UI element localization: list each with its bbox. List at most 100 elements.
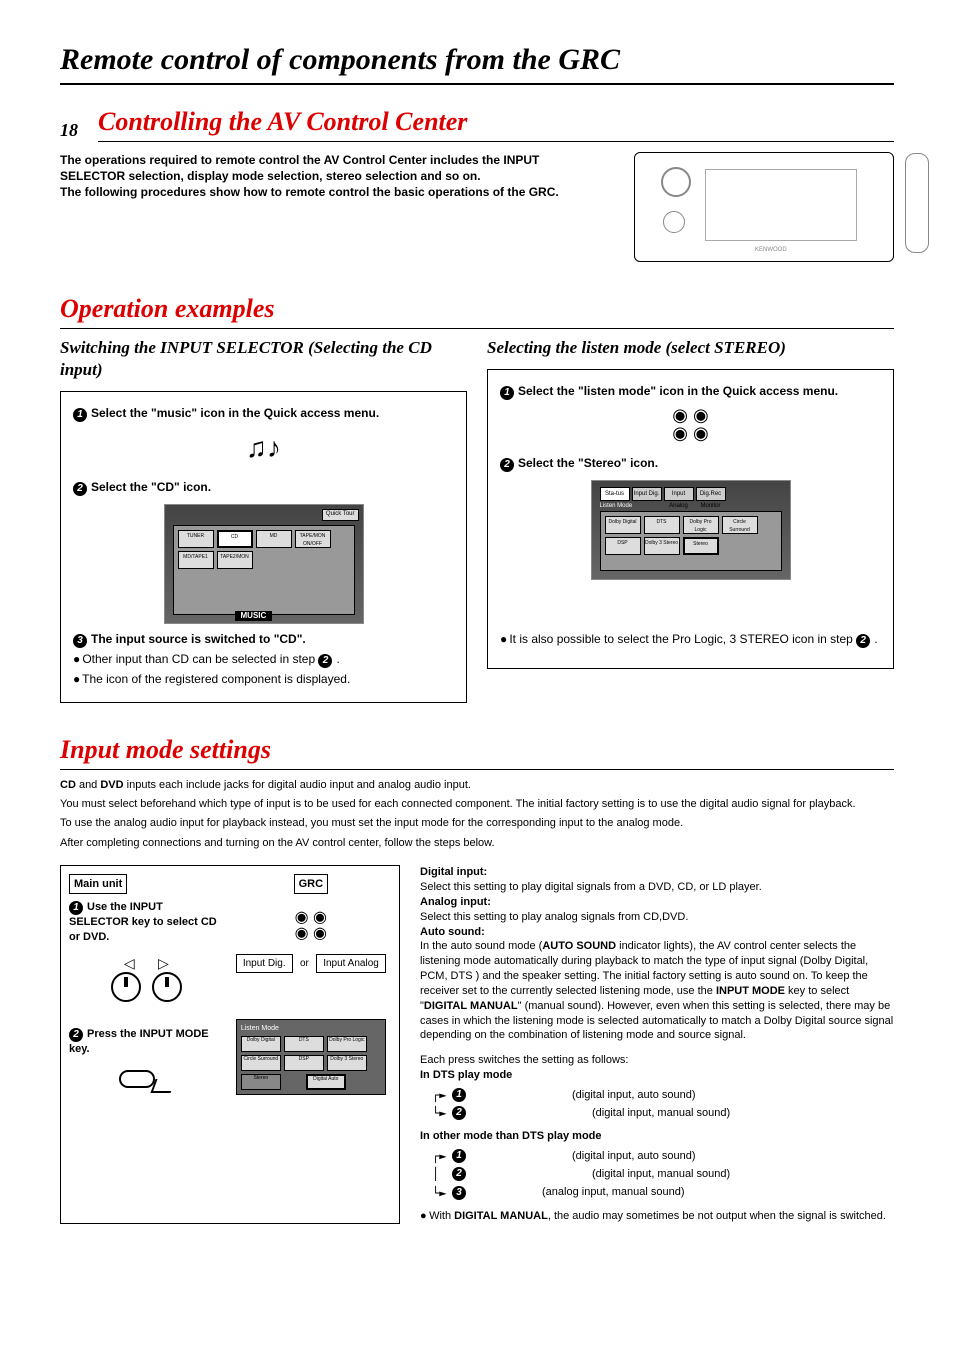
step-marker-2-icon: 2 [73,482,87,496]
digital-body: Select this setting to play digital sign… [420,880,894,895]
left-step3: The input source is switched to "CD". [91,632,306,646]
as-b: AUTO SOUND [542,940,616,952]
lb-circle: Circle Surround [241,1055,281,1071]
seq-2-icon: 2 [452,1106,466,1120]
switch-line: Each press switches the setting as follo… [420,1053,894,1068]
step-marker-1-icon: 1 [69,901,83,915]
li-prologic: Dolby Pro Logic [683,516,719,534]
lb-3stereo: Dolby 3 Stereo [327,1055,367,1071]
bullet-icon: ● [73,672,79,688]
lb-prologic: Dolby Pro Logic [327,1036,367,1052]
left-step-box: 1 Select the "music" icon in the Quick ac… [60,391,467,703]
device-illustration: KENWOOD [634,152,894,262]
seq-1-icon: 1 [452,1149,466,1163]
right-subheading: Selecting the listen mode (select STEREO… [487,337,894,359]
music-menu-image: Quick Tour TUNER CD MD TAPE/MON ON/OFF M… [164,504,364,624]
grc-label: GRC [294,874,328,894]
seq-1-icon: 1 [452,1088,466,1102]
knob-diagram: ◁ ▷ [69,954,224,1007]
digital-title: Digital input: [420,866,487,878]
para4: After completing connections and turning… [60,836,894,851]
key-diagram [69,1070,224,1093]
right-step-box: 1Select the "listen mode" icon in the Qu… [487,369,894,669]
step-marker-3-icon: 3 [73,634,87,648]
final-a: With [429,1210,454,1222]
step-marker-1-icon: 1 [500,386,514,400]
tree-icon: ┌► [432,1148,446,1164]
device-knob-icon [663,211,685,233]
key-icon [119,1070,155,1088]
para1-b: and [76,779,100,791]
lb-digital-auto: Digital Auto [306,1074,346,1090]
or-label: or [300,958,309,969]
bullet-icon: ● [500,632,506,648]
bullet-icon: ● [73,652,79,668]
menu-md: MD [256,530,292,548]
inline-marker-2-icon: 2 [318,654,332,668]
right-description: Digital input: Select this setting to pl… [420,865,894,1223]
section-1-intro: The operations required to remote contro… [60,152,604,262]
li-dolby-digital: Dolby Digital [605,516,641,534]
listen-panel-title: Listen Mode [600,503,633,511]
as-f: DIGITAL MANUAL [424,1000,518,1012]
page-number: 18 [60,119,78,142]
bullet-icon: ● [420,1209,426,1224]
lb-step1: Use the INPUT SELECTOR key to select CD … [69,901,217,942]
para2: You must select beforehand which type of… [60,797,894,812]
knob-icon [111,972,141,1002]
menu-cd: CD [217,530,253,548]
o-2: (digital input, manual sound) [592,1167,730,1182]
tab-dig-rec: Dig.Rec Monitor [696,487,726,501]
key-stem-icon [151,1079,176,1093]
left-subheading: Switching the INPUT SELECTOR (Selecting … [60,337,467,381]
dts-mode-title: In DTS play mode [420,1068,894,1083]
para1-d: inputs each include jacks for digital au… [124,779,471,791]
section-3-heading: Input mode settings [60,733,894,770]
dts-2: (digital input, manual sound) [592,1106,730,1121]
remote-illustration [905,153,929,253]
lb-dsp: DSP [284,1055,324,1071]
o-1: (digital input, auto sound) [572,1149,696,1164]
lb-dts: DTS [284,1036,324,1052]
para3: To use the analog audio input for playba… [60,816,894,831]
left-arrow-icon: ◁ [124,955,135,971]
inline-marker-2-icon: 2 [856,634,870,648]
input-dig-btn: Input Dig. [236,954,293,973]
grc-diagram: ◉ ◉◉ ◉ Input Dig. or Input Analog [234,910,389,973]
tree-icon: └► [432,1185,446,1201]
left-note1: Other input than CD can be selected in s… [82,652,318,666]
li-3stereo: Dolby 3 Stereo [644,537,680,555]
listen-box: Listen Mode Dolby Digital DTS Dolby Pro … [236,1019,386,1094]
input-analog-btn: Input Analog [316,954,386,973]
grc-dots-icon: ◉ ◉◉ ◉ [234,910,389,942]
listen-box-title: Listen Mode [241,1024,381,1033]
left-control-box: Main unit 1Use the INPUT SELECTOR key to… [60,865,400,1223]
li-stereo: Stereo [683,537,719,555]
final-c: , the audio may sometimes be not output … [548,1210,886,1222]
auto-title: Auto sound: [420,926,485,938]
left-step1: Select the "music" icon in the Quick acc… [91,406,379,420]
menu-tape2mon: TAPE2/MON [217,551,253,569]
menu-mdtape1: MD/TAPE1 [178,551,214,569]
lb-stereo: Stereo [241,1074,281,1090]
step-marker-2-icon: 2 [500,458,514,472]
right-step2: Select the "Stereo" icon. [518,456,658,470]
other-mode-title: In other mode than DTS play mode [420,1129,894,1144]
knob-icon [152,972,182,1002]
section-2-heading: Operation examples [60,292,894,329]
tab-input-analog: Input Analog [664,487,694,501]
para1-cd: CD [60,779,76,791]
li-circle: Circle Surround [722,516,758,534]
analog-title: Analog input: [420,896,491,908]
quick-tour-label: Quick Tour [322,509,359,521]
step-marker-1-icon: 1 [73,408,87,422]
analog-body: Select this setting to play analog signa… [420,910,894,925]
dts-1: (digital input, auto sound) [572,1088,696,1103]
tab-input-dig: Input Dig. [632,487,662,501]
device-brand-label: KENWOOD [755,247,787,255]
left-step2: Select the "CD" icon. [91,480,211,494]
para1-dvd: DVD [100,779,123,791]
right-note: It is also possible to select the Pro Lo… [509,632,856,646]
li-dsp: DSP [605,537,641,555]
as-d: INPUT MODE [716,985,785,997]
